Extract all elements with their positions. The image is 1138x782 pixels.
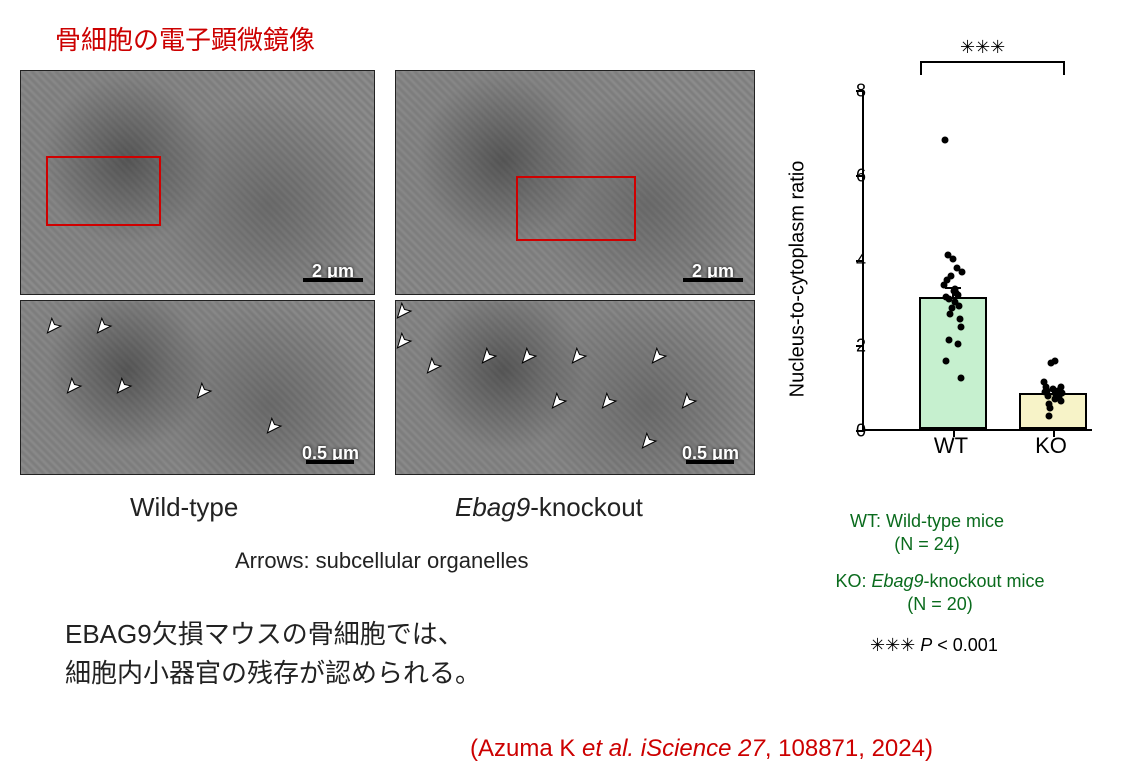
panel-label-wt: Wild-type — [130, 492, 238, 523]
data-point — [950, 287, 957, 294]
data-point — [943, 358, 950, 365]
data-point — [954, 341, 961, 348]
scalebar: 2 μm — [692, 261, 734, 282]
legend-ko: KO: Ebag9-knockout mice (N = 20) — [800, 570, 1080, 617]
data-point — [946, 296, 953, 303]
data-point — [941, 137, 948, 144]
data-point — [948, 304, 955, 311]
legend-ko-line2: (N = 20) — [907, 594, 973, 614]
legend-wt: WT: Wild-type mice (N = 24) — [812, 510, 1042, 557]
data-point — [1056, 386, 1063, 393]
data-point — [1058, 398, 1065, 405]
significance-bracket — [920, 61, 1065, 75]
data-point — [956, 315, 963, 322]
em-ko-top: 2 μm — [395, 70, 755, 295]
scalebar: 2 μm — [312, 261, 354, 282]
body-line-1: EBAG9欠損マウスの骨細胞では、 — [65, 615, 481, 654]
data-point — [1044, 392, 1051, 399]
legend-wt-line1: WT: Wild-type mice — [850, 511, 1004, 531]
legend-wt-line2: (N = 24) — [894, 534, 960, 554]
scalebar-line — [303, 278, 363, 282]
y-tick-label: 2 — [856, 336, 866, 357]
x-label-ko: KO — [1035, 433, 1067, 459]
data-point — [1046, 413, 1053, 420]
label-suffix: -knockout — [530, 492, 643, 522]
x-label-wt: WT — [934, 433, 968, 459]
citation-prefix: (Azuma K — [470, 735, 582, 762]
body-text: EBAG9欠損マウスの骨細胞では、 細胞内小器官の残存が認められる。 — [65, 615, 481, 693]
legend-ko-suffix: -knockout mice — [924, 571, 1045, 591]
data-point — [944, 251, 951, 258]
scalebar-line — [683, 278, 743, 282]
gene-name: Ebag9 — [455, 492, 530, 522]
data-point — [956, 302, 963, 309]
citation: (Azuma K et al. iScience 27, 108871, 202… — [470, 735, 933, 763]
pval-em: P — [920, 635, 932, 655]
y-tick-label: 8 — [856, 81, 866, 102]
em-wt-top: 2 μm — [20, 70, 375, 295]
em-wt-bottom: 0.5 μm — [20, 300, 375, 475]
body-line-2: 細胞内小器官の残存が認められる。 — [65, 654, 481, 693]
organelle-arrows — [396, 301, 754, 474]
roi-box — [46, 156, 161, 226]
significance-stars: ✳✳✳ — [960, 37, 1005, 58]
data-point — [953, 264, 960, 271]
y-tick-label: 6 — [856, 166, 866, 187]
legend-ko-prefix: KO: — [835, 571, 871, 591]
data-point — [941, 281, 948, 288]
arrows-caption: Arrows: subcellular organelles — [235, 548, 528, 574]
bar-wt — [919, 297, 987, 429]
organelle-arrows — [21, 301, 374, 474]
em-ko-bottom: 0.5 μm — [395, 300, 755, 475]
p-value: ✳✳✳ P < 0.001 — [870, 635, 998, 656]
y-axis-label: Nucleus-to-cytoplasm ratio — [787, 160, 810, 397]
data-point — [958, 375, 965, 382]
data-point — [947, 311, 954, 318]
chart-body: Nucleus-to-cytoplasm ratio 0 2 4 6 8 WT KO — [790, 81, 1110, 476]
y-tick-label: 0 — [856, 421, 866, 442]
citation-suffix: , 108871, 2024) — [765, 735, 933, 762]
data-point — [957, 324, 964, 331]
plot-area — [862, 91, 1092, 431]
nc-ratio-chart: ✳✳✳ Nucleus-to-cytoplasm ratio 02468WTKO — [790, 55, 1110, 495]
legend-ko-em: Ebag9 — [871, 571, 923, 591]
pval-prefix: ✳✳✳ — [870, 635, 920, 655]
pval-suffix: < 0.001 — [932, 635, 998, 655]
y-tick-label: 4 — [856, 251, 866, 272]
citation-em: et al. iScience 27 — [582, 735, 765, 762]
panel-label-ko: Ebag9-knockout — [455, 492, 643, 523]
data-point — [1047, 360, 1054, 367]
data-point — [947, 273, 954, 280]
figure-title: 骨細胞の電子顕微鏡像 — [55, 20, 315, 57]
data-point — [1047, 404, 1054, 411]
roi-box — [516, 176, 636, 241]
data-point — [945, 336, 952, 343]
